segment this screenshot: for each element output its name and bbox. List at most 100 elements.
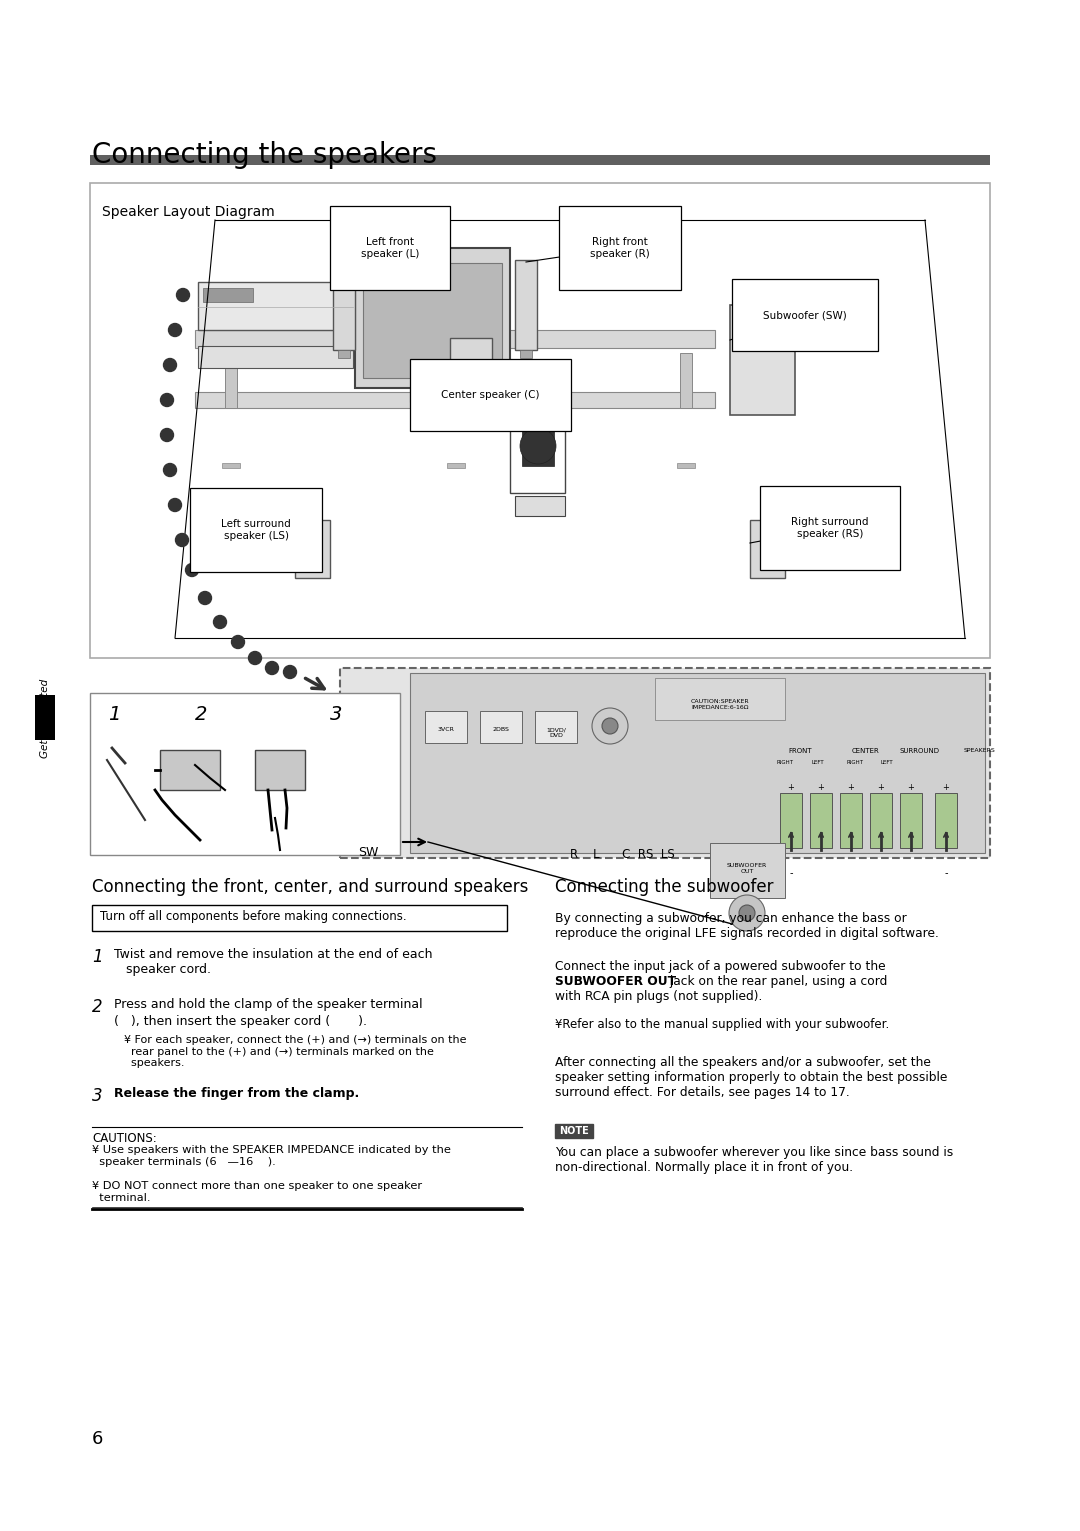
- FancyBboxPatch shape: [410, 674, 985, 853]
- Text: (   ), then insert the speaker cord (       ).: ( ), then insert the speaker cord ( ).: [114, 1015, 367, 1027]
- FancyBboxPatch shape: [935, 793, 957, 848]
- FancyBboxPatch shape: [295, 521, 330, 579]
- Circle shape: [186, 563, 199, 577]
- Text: SUBWOOFER
OUT: SUBWOOFER OUT: [727, 863, 767, 874]
- Text: +: +: [818, 782, 824, 792]
- Text: 1: 1: [108, 704, 120, 724]
- FancyBboxPatch shape: [555, 1124, 593, 1138]
- Text: By connecting a subwoofer, you can enhance the bass or
reproduce the original LF: By connecting a subwoofer, you can enhan…: [555, 912, 939, 940]
- Text: After connecting all the speakers and/or a subwoofer, set the
speaker setting in: After connecting all the speakers and/or…: [555, 1056, 947, 1099]
- Circle shape: [199, 591, 212, 605]
- FancyBboxPatch shape: [750, 521, 785, 579]
- FancyBboxPatch shape: [340, 668, 990, 857]
- FancyBboxPatch shape: [160, 750, 220, 790]
- Circle shape: [214, 615, 227, 629]
- Circle shape: [248, 652, 261, 664]
- Text: Connecting the speakers: Connecting the speakers: [92, 141, 437, 168]
- FancyBboxPatch shape: [515, 260, 537, 351]
- Text: 2: 2: [92, 998, 103, 1017]
- Text: Turn off all components before making connections.: Turn off all components before making co…: [100, 909, 407, 923]
- Circle shape: [729, 896, 765, 931]
- Text: Connect the input jack of a powered subwoofer to the: Connect the input jack of a powered subw…: [555, 960, 886, 974]
- FancyBboxPatch shape: [198, 282, 353, 331]
- Circle shape: [176, 288, 189, 302]
- Circle shape: [464, 344, 478, 358]
- Text: -: -: [789, 868, 793, 877]
- Circle shape: [738, 341, 786, 389]
- Text: Right surround
speaker (RS): Right surround speaker (RS): [792, 517, 868, 539]
- FancyBboxPatch shape: [730, 305, 795, 415]
- Text: 6: 6: [92, 1430, 104, 1448]
- Text: 2: 2: [195, 704, 207, 724]
- FancyBboxPatch shape: [410, 387, 454, 403]
- Circle shape: [519, 318, 532, 331]
- Circle shape: [266, 661, 279, 675]
- FancyBboxPatch shape: [450, 338, 492, 366]
- Text: ¥ For each speaker, connect the (+) and (→) terminals on the
  rear panel to the: ¥ For each speaker, connect the (+) and …: [124, 1035, 467, 1069]
- Text: ¥ Use speakers with the SPEAKER IMPEDANCE indicated by the
  speaker terminals (: ¥ Use speakers with the SPEAKER IMPEDANC…: [92, 1145, 450, 1167]
- Circle shape: [762, 540, 772, 550]
- Circle shape: [602, 718, 618, 733]
- Circle shape: [102, 739, 114, 752]
- Text: Connecting the front, center, and surround speakers: Connecting the front, center, and surrou…: [92, 877, 528, 896]
- FancyBboxPatch shape: [35, 695, 55, 739]
- FancyBboxPatch shape: [900, 793, 922, 848]
- FancyBboxPatch shape: [92, 905, 507, 931]
- FancyBboxPatch shape: [515, 496, 565, 516]
- Text: RIGHT: RIGHT: [847, 759, 864, 766]
- FancyBboxPatch shape: [195, 331, 715, 348]
- Text: SURROUND: SURROUND: [900, 749, 940, 753]
- Circle shape: [175, 533, 189, 547]
- FancyBboxPatch shape: [519, 351, 532, 358]
- Text: Center speaker (C): Center speaker (C): [441, 390, 539, 400]
- FancyBboxPatch shape: [255, 750, 305, 790]
- FancyBboxPatch shape: [535, 710, 577, 743]
- Text: You can place a subwoofer wherever you like since bass sound is
non-directional.: You can place a subwoofer wherever you l…: [555, 1147, 954, 1174]
- Circle shape: [168, 499, 181, 511]
- Circle shape: [307, 540, 318, 550]
- FancyBboxPatch shape: [654, 678, 785, 720]
- Text: R    L      C  RS  LS: R L C RS LS: [570, 848, 675, 860]
- FancyBboxPatch shape: [680, 354, 692, 407]
- FancyBboxPatch shape: [203, 288, 253, 302]
- Text: LEFT: LEFT: [812, 759, 824, 766]
- FancyBboxPatch shape: [222, 462, 240, 468]
- Circle shape: [283, 666, 297, 678]
- Text: Getting started: Getting started: [40, 678, 50, 758]
- Circle shape: [517, 286, 535, 305]
- Text: ¥Refer also to the manual supplied with your subwoofer.: ¥Refer also to the manual supplied with …: [555, 1018, 889, 1030]
- Text: 3: 3: [330, 704, 342, 724]
- FancyBboxPatch shape: [426, 710, 467, 743]
- Circle shape: [762, 565, 772, 576]
- Circle shape: [307, 565, 318, 576]
- FancyBboxPatch shape: [780, 793, 802, 848]
- Text: with RCA pin plugs (not supplied).: with RCA pin plugs (not supplied).: [555, 991, 762, 1003]
- Circle shape: [338, 318, 350, 331]
- Text: SW: SW: [357, 847, 378, 859]
- FancyBboxPatch shape: [198, 346, 353, 367]
- FancyBboxPatch shape: [522, 432, 554, 465]
- Circle shape: [328, 291, 338, 302]
- Text: jack on the rear panel, using a cord: jack on the rear panel, using a cord: [666, 975, 888, 987]
- FancyBboxPatch shape: [480, 710, 522, 743]
- FancyBboxPatch shape: [870, 793, 892, 848]
- Text: SPEAKERS: SPEAKERS: [964, 749, 996, 753]
- Circle shape: [168, 323, 181, 337]
- Circle shape: [163, 358, 176, 372]
- Text: -: -: [944, 868, 948, 877]
- Circle shape: [755, 533, 779, 557]
- FancyBboxPatch shape: [748, 311, 777, 325]
- Text: 1DVD/
DVD: 1DVD/ DVD: [546, 727, 566, 738]
- Text: +: +: [878, 782, 885, 792]
- Text: Speaker Layout Diagram: Speaker Layout Diagram: [102, 205, 274, 219]
- Text: Right front
speaker (R): Right front speaker (R): [590, 237, 650, 259]
- FancyBboxPatch shape: [90, 155, 990, 165]
- FancyBboxPatch shape: [195, 392, 715, 407]
- Text: Left surround
speaker (LS): Left surround speaker (LS): [221, 519, 291, 540]
- Text: 1: 1: [92, 948, 103, 966]
- FancyBboxPatch shape: [810, 793, 832, 848]
- FancyBboxPatch shape: [90, 184, 990, 658]
- FancyBboxPatch shape: [363, 263, 502, 378]
- FancyBboxPatch shape: [677, 462, 696, 468]
- FancyBboxPatch shape: [447, 462, 465, 468]
